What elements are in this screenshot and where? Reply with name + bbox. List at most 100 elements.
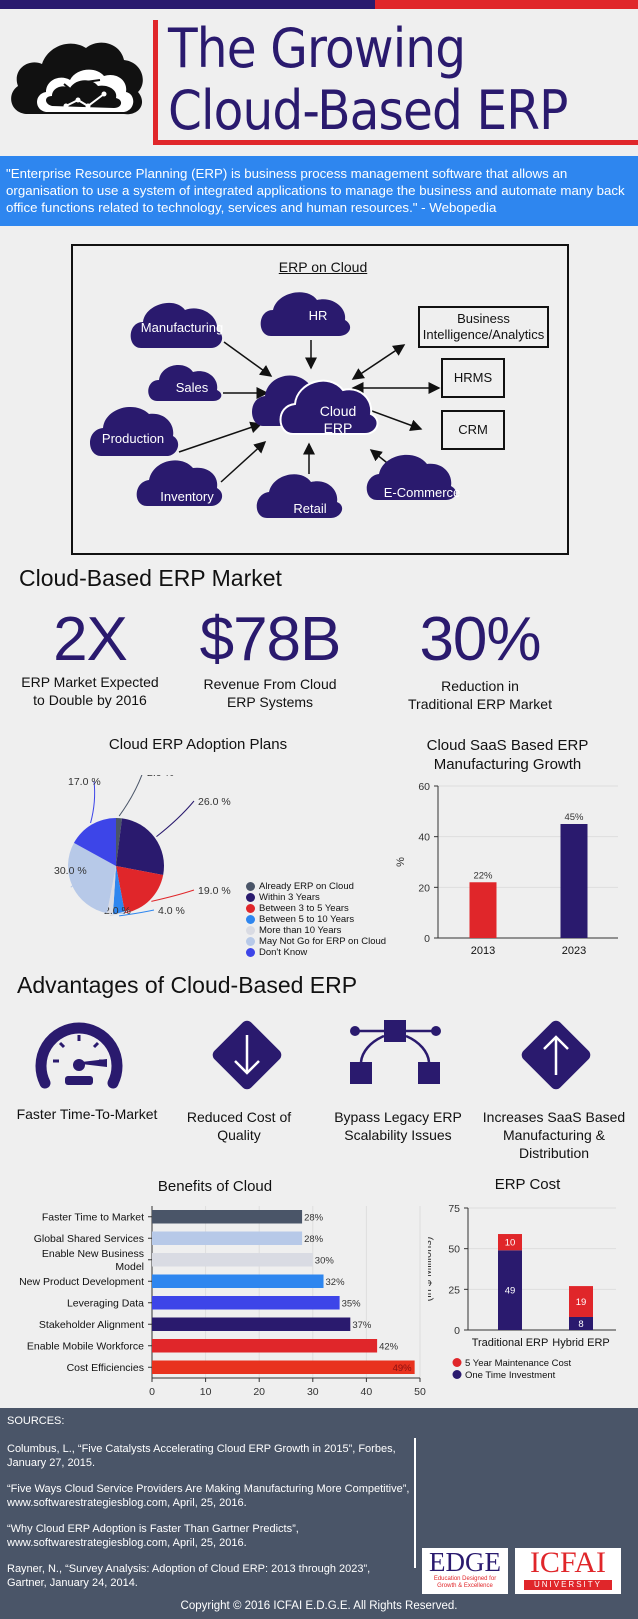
pie-legend-item: Don't Know — [246, 947, 396, 958]
cost-legend-label: One Time Investment — [465, 1370, 556, 1381]
legend-swatch — [246, 948, 255, 957]
benefits-x-tick-label: 50 — [414, 1386, 426, 1398]
growth-bar-chart: 0 20 40 60% 22% 2013 45% 2023 — [395, 781, 618, 957]
edge-logo: EDGE Education Designed for Growth & Exc… — [422, 1548, 508, 1594]
cost-bar-segment — [498, 1234, 522, 1251]
stat-label-2-line-2: Traditional ERP Market — [408, 696, 552, 712]
cost-bar-segment — [569, 1316, 593, 1330]
pie-data-label: 19.0 % — [198, 885, 231, 897]
benefits-bar-value-label: 28% — [304, 1234, 324, 1245]
benefits-bar-value-label: 37% — [352, 1320, 372, 1331]
node-crm: CRM — [441, 410, 505, 450]
stat-label-0-line-1: ERP Market Expected — [21, 674, 159, 690]
advantage-label-0: Faster Time-To-Market — [10, 1105, 164, 1123]
growth-y-tick-label: 0 — [424, 933, 430, 945]
source-2-line-2: www.softwarestrategiesblog.com, April, 2… — [7, 1537, 247, 1549]
benefits-bar-chart: 0 10 20 30 40 50 28% Faster Time to Market 28% Gl… — [19, 1206, 426, 1398]
growth-x-tick-label: 2013 — [471, 945, 495, 957]
cloud-node-production — [90, 406, 179, 456]
pie-leader-line — [90, 780, 96, 824]
cost-chart-title: ERP Cost — [494, 1176, 561, 1193]
cloud-node-retail — [256, 474, 343, 518]
cloud-node-sales — [148, 365, 222, 401]
pie-legend-item: Between 3 to 5 Years — [246, 903, 396, 914]
stat-label-2-line-1: Reduction in — [441, 678, 519, 694]
pie-legend-item: Already ERP on Cloud — [246, 881, 396, 892]
cloud-label-manufacturing: Manufacturing — [140, 320, 224, 335]
top-accent-bar-red — [375, 0, 638, 9]
pie-leader-line — [156, 800, 195, 838]
legend-swatch — [246, 937, 255, 946]
benefits-bar — [152, 1210, 303, 1224]
down-arrow-diamond-icon — [212, 1020, 282, 1090]
pie-leader-line — [109, 909, 131, 917]
cost-bar-segment — [498, 1250, 522, 1330]
pie-slice — [107, 866, 116, 914]
benefits-bar — [152, 1296, 340, 1310]
source-item-1: “Five Ways Cloud Service Providers Are M… — [7, 1482, 412, 1510]
page-title: The Growing Cloud-Based ERP — [168, 18, 591, 142]
pie-data-label: 17.0 % — [68, 776, 101, 788]
source-0-line-1: Columbus, L., “Five Catalysts Accelerati… — [7, 1443, 396, 1455]
benefits-category-label: Global Shared Services — [34, 1233, 144, 1245]
advantage-3-line-1: Increases SaaS Based — [482, 1109, 626, 1125]
growth-y-tick-label: 60 — [418, 781, 430, 793]
pie-leader-line — [119, 909, 155, 917]
cost-segment-value-label: 19 — [576, 1297, 587, 1308]
bezier-path-icon — [350, 1020, 441, 1084]
sources-divider — [414, 1438, 416, 1568]
advantages-heading: Advantages of Cloud-Based ERP — [17, 972, 358, 998]
cost-legend-swatch — [452, 1370, 462, 1379]
sources-heading: SOURCES: — [7, 1415, 65, 1427]
benefits-bar — [152, 1231, 303, 1245]
cloud-label-inventory: Inventory — [160, 489, 214, 504]
pie-slice — [67, 842, 116, 914]
stat-label-0: ERP Market Expected to Double by 2016 — [10, 673, 170, 709]
source-2-line-1: “Why Cloud ERP Adoption is Faster Than G… — [7, 1523, 299, 1535]
benefits-bar-value-label: 28% — [304, 1212, 324, 1223]
legend-swatch — [246, 882, 255, 891]
cloud-node-manufacturing — [130, 302, 223, 348]
stat-label-2: Reduction in Traditional ERP Market — [384, 677, 576, 713]
cloud-label-hr: HR — [308, 308, 328, 323]
advantage-label-3: Increases SaaS Based Manufacturing & Dis… — [478, 1108, 630, 1162]
adoption-pie-chart: 2.0 % 26.0 % 19.0 % 4.0 % 2.0 % 30.0 % 17.0 % — [54, 775, 231, 917]
benefits-bar-value-label: 49% — [393, 1363, 413, 1374]
benefits-bar — [152, 1360, 415, 1374]
stat-label-0-line-2: to Double by 2016 — [33, 692, 147, 708]
market-heading: Cloud-Based ERP Market — [19, 565, 282, 591]
erp-diagram — [90, 292, 457, 518]
growth-chart-title: Cloud SaaS Based ERP Manufacturing Growt… — [400, 736, 615, 774]
growth-y-tick-label: 40 — [418, 832, 430, 844]
cloud-label-retail: Retail — [293, 501, 327, 516]
benefits-bar — [152, 1253, 313, 1267]
cost-stacked-bar-chart: 0 25 50 75 (in $ Millions) 49 10 Traditional ER… — [428, 1203, 616, 1381]
stat-value-0: 2X — [53, 605, 128, 674]
pie-legend-item: Between 5 to 10 Years — [246, 914, 396, 925]
source-3-line-2: Gartner, January 24, 2014. — [7, 1577, 138, 1589]
cloud-node-inventory — [136, 460, 223, 506]
legend-swatch — [246, 926, 255, 935]
advantage-3-line-2: Manufacturing & — [503, 1127, 605, 1143]
legend-swatch — [246, 915, 255, 924]
growth-chart-title-line-2: Manufacturing Growth — [433, 756, 582, 773]
advantage-0-line-1: Faster Time-To-Market — [16, 1106, 158, 1122]
benefits-bar-value-label: 30% — [315, 1255, 335, 1266]
advantage-1-line-1: Reduced Cost of — [186, 1109, 292, 1125]
pie-legend-item: Within 3 Years — [246, 892, 396, 903]
pie-legend-label: More than 10 Years — [259, 925, 342, 936]
benefits-category-label: New Product Development — [19, 1276, 144, 1288]
top-accent-bar-navy — [0, 0, 375, 9]
advantage-label-2: Bypass Legacy ERP Scalability Issues — [322, 1108, 474, 1144]
node-business-intelligence: Business Intelligence/Analytics — [418, 306, 549, 348]
pie-leader-line — [70, 869, 85, 888]
cloud-label-production: Production — [101, 431, 165, 446]
benefits-x-tick-label: 30 — [307, 1386, 319, 1398]
benefits-category-label: Enable Mobile Workforce — [27, 1340, 144, 1352]
node-bi-line-1: Business — [457, 311, 510, 326]
benefits-bar — [152, 1339, 378, 1353]
advantage-2-line-2: Scalability Issues — [344, 1127, 452, 1143]
benefits-category-label: Faster Time to Market — [42, 1211, 144, 1223]
stat-label-1-line-2: ERP Systems — [226, 694, 314, 710]
node-hrms: HRMS — [441, 358, 505, 398]
